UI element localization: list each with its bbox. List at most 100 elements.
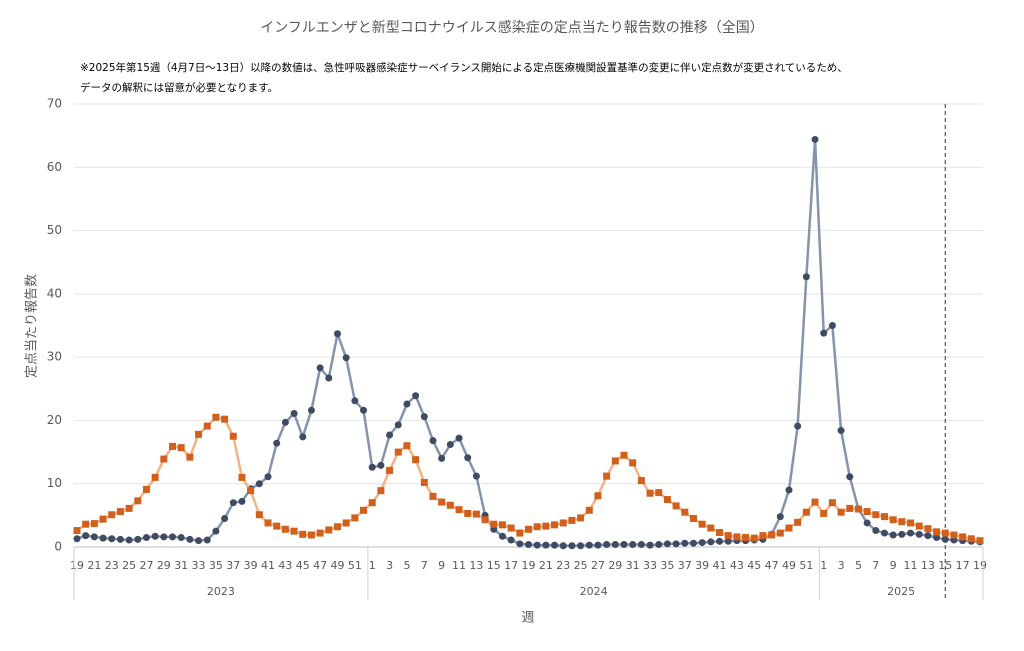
x-group-label: 2025 bbox=[887, 585, 915, 598]
marker bbox=[481, 516, 489, 524]
marker bbox=[151, 532, 159, 540]
marker bbox=[663, 496, 671, 504]
marker bbox=[342, 354, 350, 362]
x-tick-label: 41 bbox=[261, 559, 275, 572]
x-tick-label: 47 bbox=[765, 559, 779, 572]
marker bbox=[941, 529, 949, 537]
marker bbox=[915, 530, 923, 538]
x-tick-label: 9 bbox=[890, 559, 897, 572]
marker bbox=[134, 535, 142, 543]
x-tick-label: 49 bbox=[330, 559, 344, 572]
marker bbox=[689, 515, 697, 523]
marker bbox=[264, 473, 272, 481]
x-tick-label: 39 bbox=[695, 559, 709, 572]
marker bbox=[672, 502, 680, 510]
x-tick-label: 27 bbox=[591, 559, 605, 572]
marker bbox=[212, 413, 220, 421]
marker bbox=[307, 406, 315, 414]
marker bbox=[455, 434, 463, 442]
x-tick-label: 15 bbox=[938, 559, 952, 572]
marker bbox=[559, 542, 567, 550]
marker bbox=[629, 540, 637, 548]
marker bbox=[177, 444, 185, 452]
marker bbox=[299, 530, 307, 538]
marker bbox=[516, 540, 524, 548]
marker bbox=[933, 534, 941, 542]
marker bbox=[794, 422, 802, 430]
x-tick-label: 45 bbox=[747, 559, 761, 572]
marker bbox=[681, 508, 689, 516]
y-tick-label: 10 bbox=[47, 476, 62, 490]
marker bbox=[169, 533, 177, 541]
marker bbox=[716, 537, 724, 545]
marker bbox=[464, 509, 472, 517]
marker bbox=[498, 521, 506, 529]
x-tick-label: 1 bbox=[820, 559, 827, 572]
marker bbox=[134, 497, 142, 505]
marker bbox=[99, 534, 107, 542]
marker bbox=[872, 527, 880, 535]
x-tick-label: 49 bbox=[782, 559, 796, 572]
marker bbox=[507, 524, 515, 532]
marker bbox=[611, 457, 619, 465]
marker bbox=[542, 522, 550, 530]
marker bbox=[525, 525, 532, 533]
x-tick-label: 31 bbox=[174, 559, 188, 572]
y-tick-label: 20 bbox=[47, 413, 62, 427]
marker bbox=[412, 392, 420, 400]
marker bbox=[828, 499, 836, 507]
x-tick-label: 25 bbox=[574, 559, 588, 572]
marker bbox=[316, 364, 324, 372]
marker bbox=[802, 508, 810, 516]
marker bbox=[290, 527, 298, 535]
series-line bbox=[76, 416, 981, 542]
marker bbox=[299, 433, 307, 441]
marker bbox=[768, 531, 776, 539]
marker bbox=[672, 540, 680, 548]
marker bbox=[820, 329, 828, 337]
x-tick-label: 7 bbox=[421, 559, 428, 572]
marker bbox=[733, 533, 741, 541]
marker bbox=[73, 527, 81, 535]
marker bbox=[264, 519, 272, 527]
x-tick-label: 15 bbox=[487, 559, 501, 572]
marker bbox=[698, 539, 706, 547]
marker bbox=[681, 539, 689, 547]
y-tick-label: 60 bbox=[47, 160, 62, 174]
series-line bbox=[76, 138, 981, 547]
marker bbox=[689, 539, 697, 547]
marker bbox=[620, 451, 628, 459]
marker bbox=[907, 529, 915, 537]
marker bbox=[941, 535, 949, 543]
marker bbox=[646, 489, 654, 497]
marker bbox=[707, 524, 715, 532]
x-group-label: 2023 bbox=[207, 585, 235, 598]
marker bbox=[307, 531, 315, 539]
x-tick-label: 19 bbox=[973, 559, 987, 572]
marker bbox=[281, 418, 289, 426]
marker bbox=[342, 519, 350, 527]
marker bbox=[915, 522, 923, 530]
x-tick-label: 21 bbox=[87, 559, 101, 572]
marker bbox=[177, 534, 185, 542]
marker bbox=[446, 440, 454, 448]
marker bbox=[880, 529, 888, 537]
marker bbox=[221, 515, 229, 523]
marker bbox=[776, 529, 784, 537]
x-tick-label: 27 bbox=[139, 559, 153, 572]
marker bbox=[637, 477, 645, 485]
marker bbox=[707, 538, 715, 546]
marker bbox=[394, 448, 402, 456]
x-group-label: 2024 bbox=[580, 585, 608, 598]
x-tick-label: 9 bbox=[438, 559, 445, 572]
marker bbox=[577, 542, 585, 550]
marker bbox=[90, 533, 98, 541]
marker bbox=[872, 511, 880, 519]
marker bbox=[898, 518, 906, 526]
marker bbox=[151, 473, 159, 481]
marker bbox=[420, 413, 428, 421]
marker bbox=[585, 541, 593, 549]
marker bbox=[255, 511, 263, 519]
marker bbox=[603, 472, 611, 480]
